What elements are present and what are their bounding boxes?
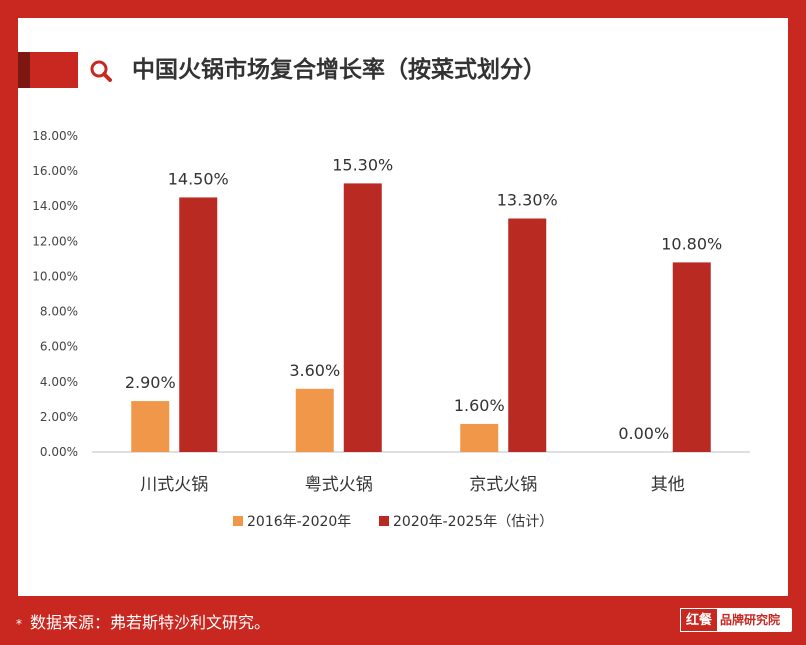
data-label: 1.60% [454, 396, 505, 415]
data-label: 13.30% [497, 191, 558, 210]
bar [179, 197, 218, 452]
footnote-star: * [16, 616, 22, 631]
y-tick-label: 4.00% [40, 375, 78, 389]
data-label: 3.60% [289, 361, 340, 380]
bar [672, 262, 711, 452]
data-label: 15.30% [332, 155, 393, 174]
bar [131, 401, 170, 452]
chart-title: 中国火锅市场复合增长率（按菜式划分） [132, 57, 546, 83]
title-stripe [18, 52, 30, 88]
bar [460, 423, 499, 452]
bar [295, 388, 334, 452]
bar [508, 218, 547, 452]
bar [343, 183, 382, 452]
x-tick-label: 其他 [651, 475, 685, 495]
y-tick-label: 12.00% [32, 234, 78, 248]
x-tick-label: 川式火锅 [140, 475, 208, 495]
x-tick-label: 京式火锅 [469, 475, 537, 495]
legend-label: 2016年-2020年 [247, 514, 351, 530]
brand-badge: 红餐 品牌研究院 [680, 608, 792, 632]
search-icon [85, 55, 117, 87]
y-tick-label: 0.00% [40, 445, 78, 459]
footer: * 数据来源：弗若斯特沙利文研究。 红餐 品牌研究院 [0, 600, 806, 645]
y-tick-label: 16.00% [32, 164, 78, 178]
data-label: 14.50% [168, 169, 229, 188]
y-tick-label: 18.00% [32, 129, 78, 143]
title-bar: 中国火锅市场复合增长率（按菜式划分） [18, 48, 788, 90]
y-tick-label: 8.00% [40, 305, 78, 319]
source-note: * 数据来源：弗若斯特沙利文研究。 [16, 608, 270, 638]
brand-name: 品牌研究院 [720, 613, 781, 627]
y-tick-label: 6.00% [40, 340, 78, 354]
legend-swatch [233, 516, 243, 526]
legend-swatch [379, 516, 389, 526]
data-label: 10.80% [661, 234, 722, 253]
chart-card: 中国火锅市场复合增长率（按菜式划分） [18, 18, 788, 596]
y-tick-label: 14.00% [32, 199, 78, 213]
x-tick-label: 粤式火锅 [305, 475, 373, 495]
source-text: 数据来源：弗若斯特沙利文研究。 [30, 613, 271, 632]
brand-logo: 红餐 [680, 608, 718, 632]
bar-chart: 0.00% 2.00% 4.00% 6.00% 8.00% 10.00% 12.00% 14.… [32, 129, 750, 530]
data-label: 0.00% [618, 424, 669, 443]
y-tick-label: 2.00% [40, 410, 78, 424]
legend-label: 2020年-2025年（估计） [393, 514, 553, 530]
data-label: 2.90% [125, 373, 176, 392]
y-tick-label: 10.00% [32, 269, 78, 283]
